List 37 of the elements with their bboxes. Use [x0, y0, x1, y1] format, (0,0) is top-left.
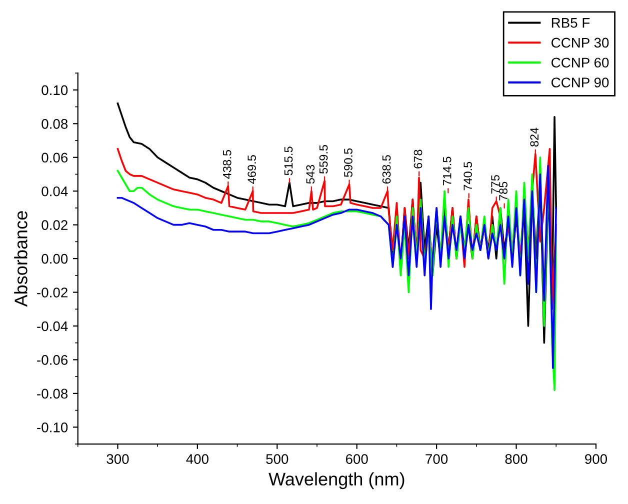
- annotation: 824: [530, 128, 539, 147]
- x-tick-label: 400: [186, 454, 208, 464]
- legend-label: CCNP 90: [552, 78, 609, 88]
- x-tick-label: 600: [346, 454, 368, 464]
- y-tick-label: 0.10: [42, 85, 68, 96]
- y-axis-title: Absorbance: [14, 211, 28, 307]
- y-tick-label: 0.08: [42, 118, 68, 129]
- annotation: 714.5: [443, 156, 452, 186]
- annotation: 469.5: [248, 155, 256, 184]
- annotation: 740.5: [464, 162, 472, 190]
- x-tick-label: 900: [585, 454, 608, 464]
- legend-label: CCNP 60: [552, 58, 609, 68]
- annotation: 775: [491, 175, 500, 194]
- x-tick-label: 500: [266, 454, 288, 464]
- annotation: 559.5: [319, 145, 328, 174]
- x-tick-label: 300: [106, 454, 129, 464]
- y-tick-label: -0.04: [37, 321, 68, 332]
- legend-label: RB5 F: [552, 18, 590, 28]
- legend-label: CCNP 30: [552, 38, 609, 48]
- y-tick-label: 0.00: [42, 254, 68, 264]
- y-tick-label: -0.02: [37, 288, 68, 298]
- y-tick-label: -0.10: [37, 422, 68, 432]
- annotation: 515.5: [284, 146, 293, 176]
- annotation: 785: [499, 182, 508, 200]
- annotation: 543: [306, 164, 315, 184]
- y-tick-label: 0.06: [42, 152, 68, 163]
- annotation: 590.5: [344, 148, 352, 177]
- y-tick-label: 0.02: [42, 220, 68, 230]
- x-tick-label: 800: [505, 454, 528, 464]
- annotation: 638.5: [382, 155, 391, 184]
- y-tick-label: 0.04: [42, 186, 68, 196]
- y-tick-label: -0.08: [37, 388, 68, 399]
- x-axis-title: Wavelength (nm): [268, 472, 404, 490]
- y-tick-label: -0.06: [37, 355, 68, 365]
- x-tick-label: 700: [426, 454, 448, 464]
- annotation: 438.5: [222, 150, 232, 179]
- annotation: 678: [414, 150, 422, 168]
